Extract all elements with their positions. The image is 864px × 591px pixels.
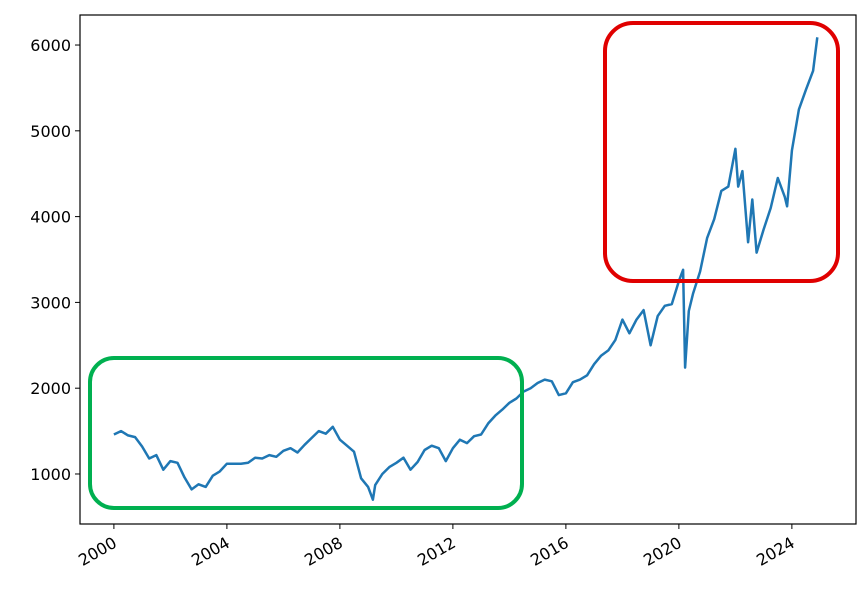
price-line [113, 37, 819, 501]
x-tick-label: 2012 [414, 533, 459, 570]
plot-frame [79, 14, 857, 525]
x-tick-label: 2020 [640, 533, 685, 570]
x-tick-label: 2008 [301, 533, 346, 570]
y-tick-label: 3000 [30, 293, 71, 312]
y-tick-label: 4000 [30, 208, 71, 227]
x-tick-label: 2024 [753, 533, 798, 570]
y-tick-label: 2000 [30, 379, 71, 398]
x-tick-label: 2004 [188, 533, 233, 570]
y-tick-label: 6000 [30, 36, 71, 55]
plot-area [113, 37, 819, 501]
y-tick-label: 5000 [30, 122, 71, 141]
y-tick-label: 1000 [30, 465, 71, 484]
x-tick-label: 2000 [75, 533, 120, 570]
x-tick-label: 2016 [527, 533, 572, 570]
highlight-box-red [603, 21, 840, 283]
highlight-box-green [88, 356, 524, 510]
